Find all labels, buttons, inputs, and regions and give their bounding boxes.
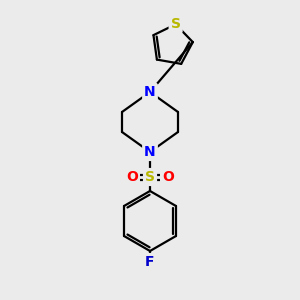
Text: F: F	[145, 255, 155, 269]
Text: S: S	[145, 170, 155, 184]
Text: O: O	[126, 170, 138, 184]
Text: N: N	[144, 85, 156, 99]
Text: N: N	[144, 145, 156, 159]
Text: S: S	[171, 17, 181, 31]
Text: O: O	[162, 170, 174, 184]
